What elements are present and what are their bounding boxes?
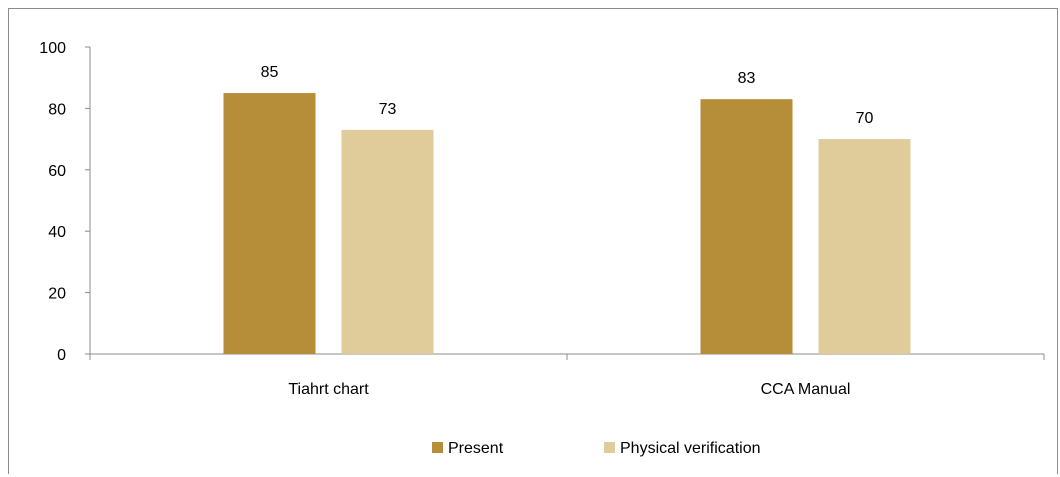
legend: Present Physical verification	[432, 440, 761, 457]
x-category-label: Tiahrt chart	[288, 381, 369, 398]
legend-swatch	[432, 442, 443, 453]
bar	[818, 139, 911, 354]
y-tick-label: 40	[48, 224, 66, 241]
bar-value-label: 85	[261, 64, 279, 81]
y-tick-label: 20	[48, 286, 66, 303]
x-category-label: CCA Manual	[761, 381, 851, 398]
legend-label: Physical verification	[620, 440, 761, 457]
bar	[341, 129, 434, 354]
y-tick-label: 0	[57, 347, 66, 364]
legend-label: Present	[448, 440, 504, 457]
bar	[223, 93, 316, 355]
bar-value-label: 70	[856, 110, 874, 127]
y-tick-label: 60	[48, 163, 66, 180]
bar	[700, 99, 793, 354]
data-labels: 85 73 83 70	[261, 64, 874, 127]
legend-swatch	[604, 442, 615, 453]
bars	[223, 93, 911, 355]
y-tick-label: 100	[39, 40, 66, 57]
bar-value-label: 83	[738, 70, 756, 87]
y-tick-label: 80	[48, 101, 66, 118]
bar-value-label: 73	[379, 101, 397, 118]
